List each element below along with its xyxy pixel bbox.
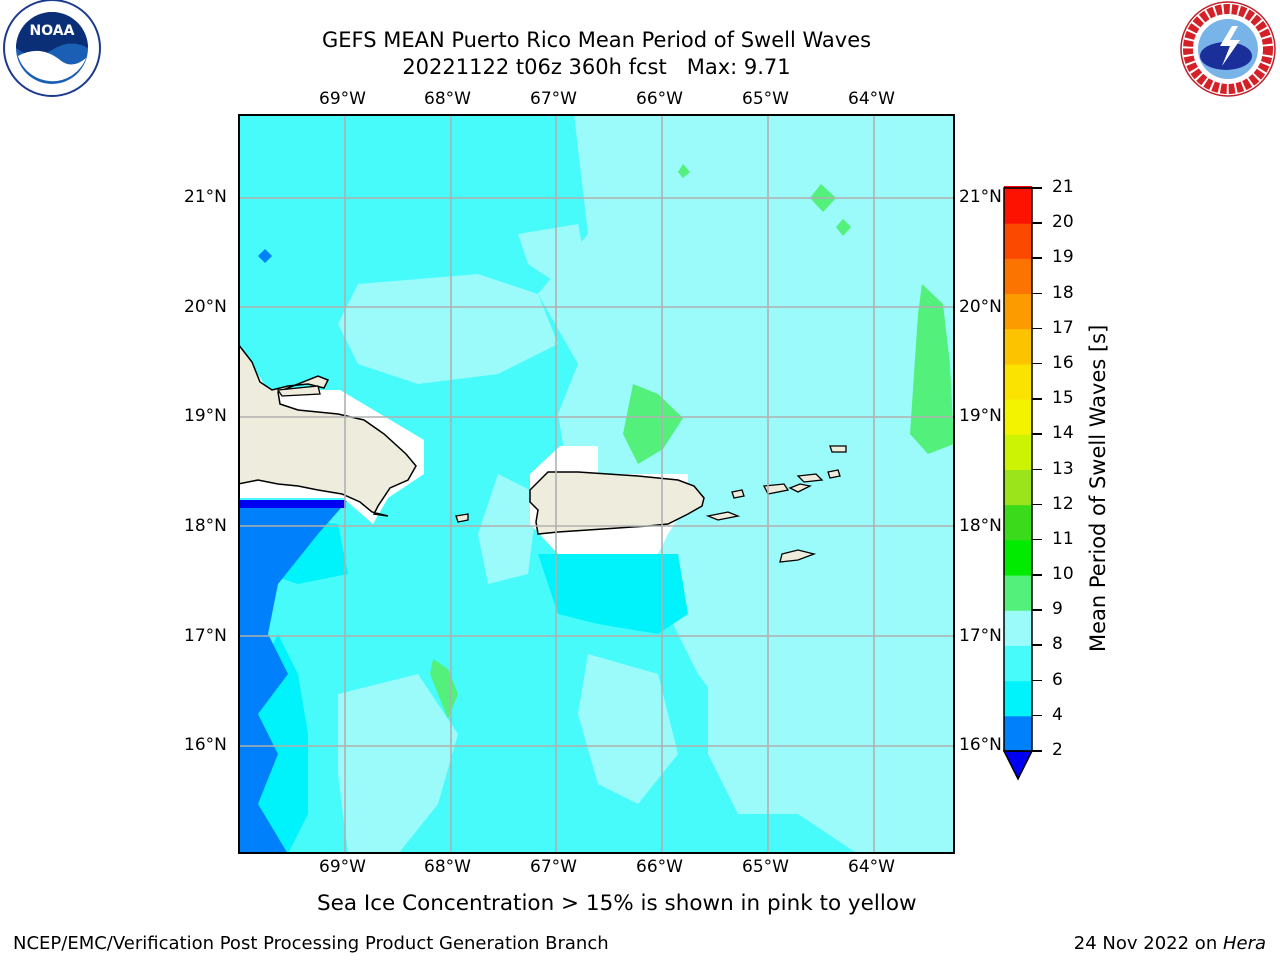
lat-label-left: 21°N [184,187,227,207]
colorbar [1002,186,1034,781]
lon-label-top: 69°W [319,89,366,109]
hispaniola-land [238,342,417,517]
colorbar-tick [1032,257,1042,259]
colorbar-band [1004,469,1032,506]
colorbar-tick [1032,750,1042,752]
lon-label-top: 64°W [848,89,895,109]
sea-ice-caption: Sea Ice Concentration > 15% is shown in … [317,891,917,916]
colorbar-tick [1032,327,1042,330]
lon-label-top: 65°W [742,89,789,109]
lon-label-top: 68°W [424,89,471,109]
map-plot [238,114,955,854]
colorbar-tick [1032,468,1042,470]
map-grid [238,114,954,854]
noaa-text: NOAA [30,23,75,39]
lat-label-right: 18°N [959,516,1002,536]
lat-label-right: 16°N [959,735,1002,755]
footer-date-text: 24 Nov 2022 on [1073,933,1223,954]
colorbar-band [1004,188,1032,224]
colorbar-tick-label: 15 [1052,388,1074,409]
colorbar-band [1004,434,1032,470]
lon-label-bottom: 67°W [530,857,577,877]
colorbar-tick-label: 16 [1052,352,1074,373]
colorbar-tick [1032,609,1042,611]
puerto-rico-land [529,471,705,535]
colorbar-tick [1032,644,1042,646]
map-frame [238,114,955,854]
footer-branch: NCEP/EMC/Verification Post Processing Pr… [13,933,609,954]
lat-label-left: 20°N [184,297,227,317]
lon-label-top: 66°W [636,89,683,109]
colorbar-extension [1002,750,1034,781]
colorbar-tick [1032,222,1042,224]
colorbar-tick-label: 21 [1052,177,1074,197]
lat-label-left: 17°N [184,626,227,646]
colorbar-tick-label: 17 [1052,317,1074,338]
lat-label-right: 17°N [959,626,1002,646]
lat-label-left: 19°N [184,406,227,426]
lat-label-right: 21°N [959,187,1002,207]
chart-title: GEFS MEAN Puerto Rico Mean Period of Swe… [321,28,872,52]
colorbar-tick-label: 13 [1052,458,1074,479]
colorbar-band [1004,645,1032,682]
lon-label-top: 67°W [530,89,577,109]
colorbar-tick-label: 10 [1052,564,1074,585]
colorbar-tick-label: 11 [1052,528,1074,549]
colorbar-band [1004,715,1032,752]
footer-machine: Hera [1222,933,1266,954]
colorbar-band [1004,504,1032,541]
colorbar-band [1004,610,1032,646]
colorbar-tick-label: 20 [1052,212,1074,233]
colorbar-tick [1032,538,1042,541]
blue-swell-regions [238,500,348,854]
colorbar-band [1004,539,1032,576]
colorbar-tick [1032,187,1042,189]
green-swell-regions [430,164,954,719]
colorbar-band [1004,680,1032,717]
colorbar-tick [1032,433,1042,435]
colorbar-tick-label: 2 [1052,740,1063,760]
footer-date: 24 Nov 2022 on Hera [1074,933,1266,954]
colorbar-tick [1032,714,1042,717]
colorbar-band [1004,328,1032,365]
colorbar-band [1004,363,1032,400]
colorbar-tick-label: 12 [1052,493,1074,514]
colorbar-tick-label: 4 [1052,704,1063,725]
lat-label-right: 20°N [959,297,1002,317]
lon-label-bottom: 69°W [319,857,366,877]
lon-label-bottom: 64°W [848,857,895,877]
nws-logo [1180,1,1276,97]
colorbar-band [1004,258,1032,295]
low-period-spot [258,249,272,263]
lat-label-right: 19°N [959,406,1002,426]
colorbar-tick [1032,503,1042,506]
colorbar-tick-label: 19 [1052,247,1074,268]
colorbar-tick [1032,292,1042,295]
noaa-logo: NOAA [3,0,101,97]
lon-label-bottom: 65°W [742,857,789,877]
colorbar-tick [1032,398,1042,400]
lon-label-bottom: 68°W [424,857,471,877]
lat-label-left: 18°N [184,516,227,536]
lon-label-bottom: 66°W [636,857,683,877]
colorbar-tick [1032,574,1042,576]
light-swell-regions [338,114,954,854]
colorbar-tick-label: 9 [1052,599,1063,620]
colorbar-tick-label: 18 [1052,282,1074,303]
lat-label-left: 16°N [184,735,227,755]
colorbar-band [1004,399,1032,435]
colorbar-band [1004,575,1032,611]
virgin-islands [276,385,847,563]
colorbar-tick-label: 14 [1052,423,1074,444]
colorbar-band [1004,223,1032,259]
colorbar-tick [1032,362,1042,365]
chart-subtitle: 20221122 t06z 360h fcst Max: 9.71 [402,55,791,79]
colorbar-tick-label: 6 [1052,669,1063,690]
colorbar-tick-label: 8 [1052,634,1063,655]
colorbar-band [1004,293,1032,330]
colorbar-tick [1032,679,1042,682]
colorbar-label: Mean Period of Swell Waves [s] [1086,324,1110,652]
